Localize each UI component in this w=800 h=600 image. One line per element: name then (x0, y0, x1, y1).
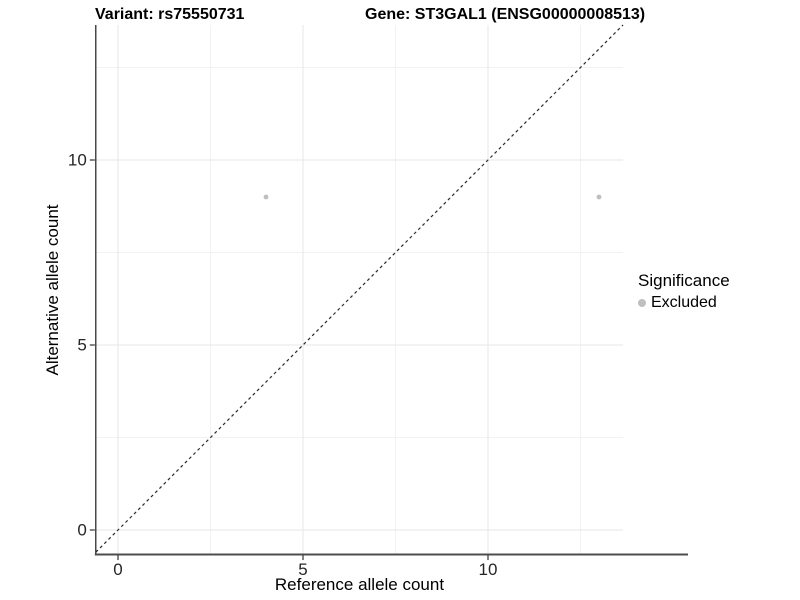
y-tick-label: 5 (77, 336, 86, 355)
legend-point-icon (638, 299, 646, 307)
legend-title: Significance (638, 271, 730, 290)
identity-dashed-line (95, 24, 624, 553)
x-axis-title: Reference allele count (274, 575, 445, 594)
legend-item-excluded: Excluded (638, 294, 730, 312)
data-point-excluded (596, 194, 602, 200)
legend: Significance Excluded (638, 271, 730, 312)
y-tick-label: 0 (77, 521, 86, 540)
variant-title: Variant: rs75550731 (95, 6, 245, 23)
x-tick-label: 0 (113, 560, 122, 579)
legend-item-label: Excluded (651, 294, 717, 311)
x-tick-label: 5 (298, 560, 307, 579)
y-tick-label: 10 (68, 151, 87, 170)
gene-title: Gene: ST3GAL1 (ENSG00000008513) (365, 6, 646, 23)
y-axis-title: Alternative allele count (43, 204, 62, 376)
data-point-excluded (263, 194, 269, 200)
x-tick-label: 10 (479, 560, 498, 579)
